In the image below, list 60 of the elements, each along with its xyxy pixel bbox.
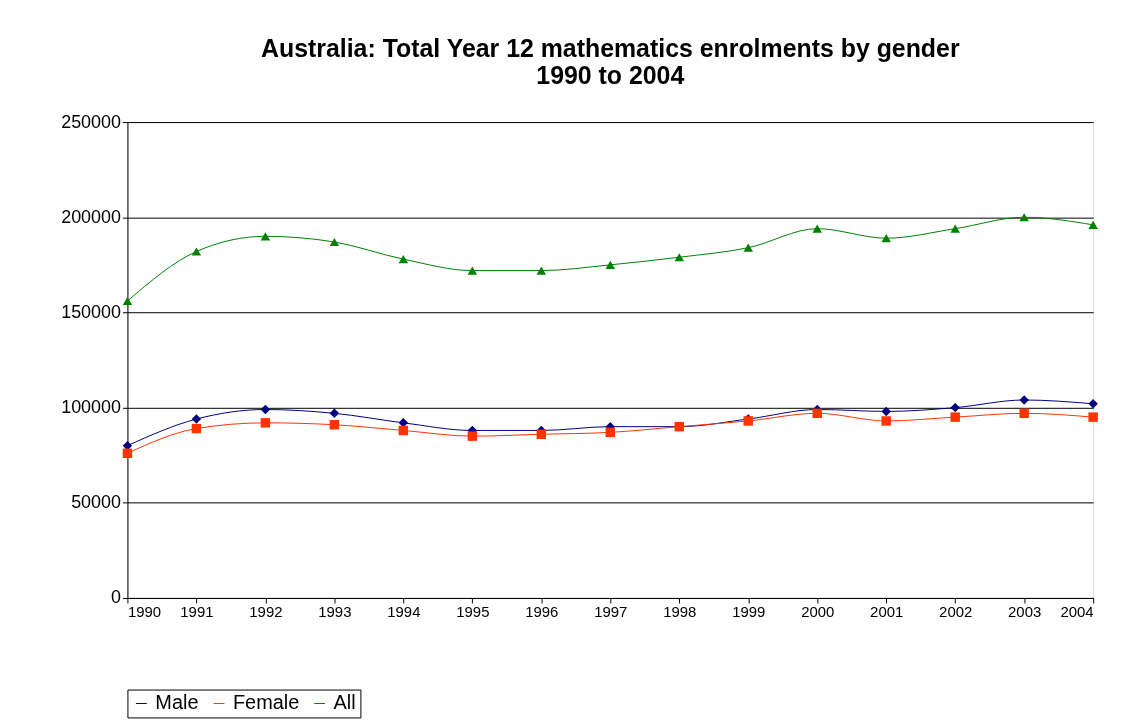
point — [1019, 213, 1029, 222]
point — [398, 425, 409, 436]
point — [674, 253, 684, 262]
point — [122, 296, 133, 306]
point — [812, 224, 822, 233]
point — [1088, 399, 1098, 409]
y-tick-label: 100000 — [61, 397, 121, 418]
x-tick-label: 2000 — [801, 603, 835, 621]
point — [536, 429, 547, 439]
point — [950, 402, 960, 413]
point — [467, 431, 478, 441]
y-tick-label: 50000 — [71, 492, 121, 513]
x-tick-label: 2004 — [1060, 603, 1094, 621]
point — [122, 448, 133, 459]
point — [329, 408, 340, 419]
x-tick-label: 1991 — [180, 603, 214, 621]
text: Australia: Total Year 12 mathematics enrolments by gender — [260, 34, 960, 63]
point — [743, 243, 753, 252]
point — [329, 420, 340, 430]
x-tick-label: 1998 — [663, 603, 697, 621]
point — [881, 234, 891, 243]
point — [191, 414, 202, 424]
x-tick-label: 1993 — [318, 603, 352, 621]
x-tick-label: 2003 — [1008, 603, 1042, 621]
point — [605, 427, 616, 438]
point — [881, 406, 891, 417]
point — [605, 260, 616, 269]
point — [191, 247, 202, 256]
point — [191, 423, 202, 434]
x-tick-label: 1990 — [127, 603, 162, 621]
point — [1019, 408, 1029, 419]
text: 1990 to 2004 — [536, 61, 685, 90]
point — [536, 266, 547, 275]
x-tick-label: 1997 — [594, 603, 628, 621]
point — [260, 418, 271, 428]
point — [260, 232, 271, 241]
point — [260, 404, 271, 415]
point — [329, 237, 340, 247]
y-tick-label: 150000 — [61, 301, 121, 322]
x-tick-label: 1995 — [456, 603, 490, 621]
y-tick-label: 200000 — [61, 206, 121, 227]
x-tick-label: 1994 — [387, 603, 421, 621]
x-tick-label: 2002 — [939, 603, 973, 621]
x-tick-label: 1999 — [732, 603, 766, 621]
point — [950, 412, 960, 422]
y-tick-label: 250000 — [61, 111, 121, 132]
legend-label: Male — [155, 691, 199, 714]
point — [881, 416, 891, 426]
point — [1088, 220, 1098, 229]
point — [1088, 412, 1098, 422]
x-tick-label: 1996 — [525, 603, 559, 621]
y-tick-label: 0 — [110, 587, 121, 608]
legend-label: Female — [232, 691, 300, 714]
x-tick-label: 2001 — [870, 603, 904, 621]
x-tick-label: 1992 — [249, 603, 283, 621]
point — [398, 255, 409, 264]
legend-label: All — [333, 691, 356, 714]
point — [950, 224, 960, 233]
point — [812, 408, 822, 419]
point — [467, 266, 478, 275]
